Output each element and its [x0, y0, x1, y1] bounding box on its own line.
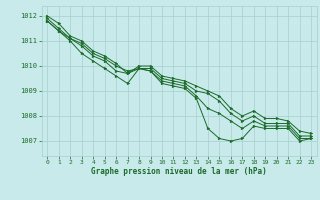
X-axis label: Graphe pression niveau de la mer (hPa): Graphe pression niveau de la mer (hPa): [91, 167, 267, 176]
